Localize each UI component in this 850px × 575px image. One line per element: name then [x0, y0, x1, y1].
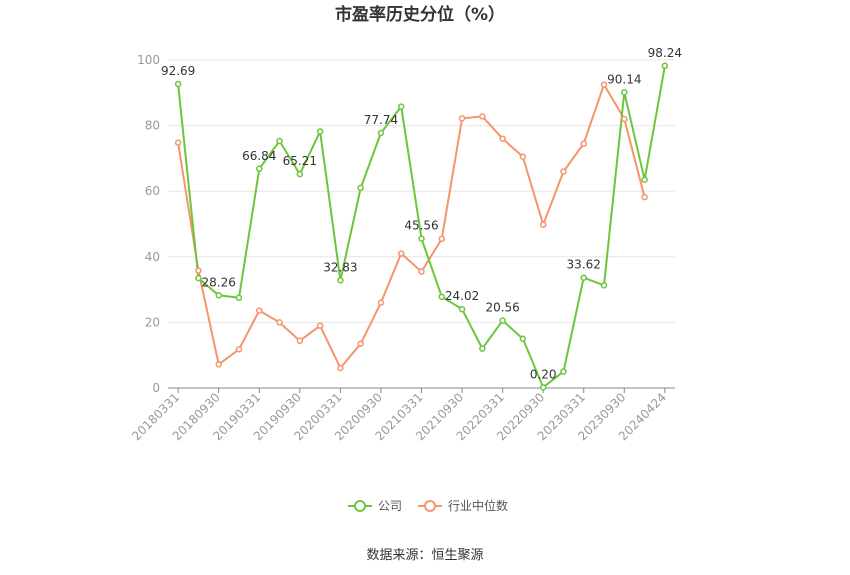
data-point — [276, 137, 283, 145]
data-point — [215, 292, 222, 299]
data-point — [519, 335, 527, 343]
data-point — [235, 294, 243, 302]
data-point — [296, 170, 304, 178]
y-tick-label: 60 — [145, 184, 160, 198]
data-point — [316, 128, 324, 135]
data-point — [397, 103, 405, 110]
data-point — [479, 345, 486, 352]
data-point — [621, 89, 628, 96]
data-label: 66.84 — [242, 149, 276, 163]
legend-marker — [354, 500, 366, 512]
data-point — [438, 235, 446, 243]
y-tick-label: 20 — [145, 315, 160, 329]
data-point — [418, 235, 425, 242]
legend-marker — [424, 500, 436, 512]
data-label: 33.62 — [567, 258, 601, 272]
x-axis: 2018033120180930201903312019093020200331… — [129, 387, 675, 443]
data-point — [174, 139, 182, 146]
y-tick-label: 0 — [152, 381, 160, 395]
data-point — [316, 322, 324, 329]
data-point — [296, 337, 304, 345]
data-point — [580, 140, 587, 147]
data-point — [560, 168, 567, 175]
data-label: 24.02 — [445, 289, 479, 303]
y-tick-label: 40 — [145, 250, 160, 264]
data-point — [397, 250, 405, 257]
data-point — [357, 184, 364, 192]
data-point — [458, 115, 466, 122]
data-point — [377, 299, 385, 306]
data-point — [600, 81, 608, 88]
data-point — [539, 384, 547, 391]
source-note: 数据来源：恒生聚源 — [366, 548, 483, 563]
data-label: 90.14 — [607, 72, 641, 86]
data-point — [235, 346, 243, 353]
data-point — [195, 274, 202, 282]
data-label: 45.56 — [404, 219, 438, 233]
data-label: 92.69 — [161, 64, 195, 78]
data-label: 98.24 — [648, 46, 682, 60]
data-point — [580, 274, 587, 281]
data-point — [357, 340, 364, 347]
series-line-1 — [177, 82, 646, 370]
data-point — [499, 317, 506, 324]
data-label: 0.20 — [530, 367, 557, 381]
data-point — [438, 293, 446, 301]
data-label: 20.56 — [485, 301, 519, 315]
data-point — [641, 193, 648, 201]
data-labels: 92.69 28.26 66.84 65.21 32.83 77.74 45.56 24.02… — [161, 46, 682, 382]
data-point — [195, 267, 202, 274]
legend-item-0[interactable]: 公司 — [348, 499, 402, 513]
data-point — [641, 176, 648, 183]
data-point — [499, 135, 506, 142]
legend-label: 公司 — [378, 499, 402, 513]
data-point — [276, 319, 283, 326]
series-points — [174, 62, 669, 391]
chart-title: 市盈率历史分位（%） — [335, 4, 505, 25]
data-point — [539, 221, 547, 228]
data-point — [600, 282, 608, 289]
data-point — [418, 268, 425, 275]
y-tick-label: 100 — [137, 53, 160, 67]
data-label: 28.26 — [202, 275, 236, 289]
data-label: 65.21 — [283, 154, 317, 168]
data-point — [337, 364, 344, 372]
data-point — [519, 153, 527, 161]
data-label: 32.83 — [323, 260, 357, 274]
data-point — [377, 129, 385, 137]
data-point — [215, 361, 222, 368]
data-point — [174, 80, 182, 88]
data-point — [256, 307, 263, 314]
data-point — [479, 113, 486, 120]
legend-item-1[interactable]: 行业中位数 — [418, 498, 508, 513]
data-point — [560, 368, 567, 375]
legend-label: 行业中位数 — [448, 498, 508, 513]
data-point — [337, 277, 344, 284]
data-point — [621, 115, 628, 123]
data-label: 77.74 — [364, 113, 398, 127]
data-point — [256, 165, 263, 173]
legend[interactable]: 公司 行业中位数 — [348, 498, 508, 513]
data-point — [661, 62, 669, 70]
y-axis: 0 20 40 60 80 100 — [137, 53, 160, 395]
y-tick-label: 80 — [145, 119, 160, 133]
data-point — [458, 305, 466, 313]
